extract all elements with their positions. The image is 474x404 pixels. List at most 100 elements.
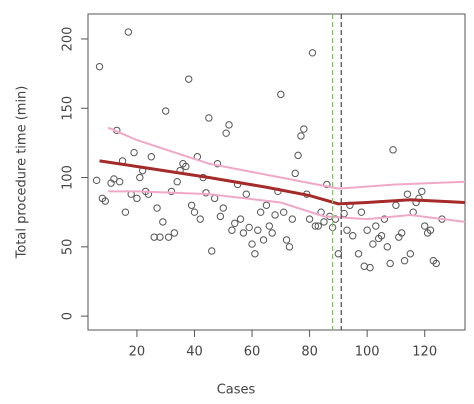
y-axis-label: Total procedure time (min) bbox=[15, 86, 30, 260]
data-point bbox=[285, 243, 294, 251]
y-tick-label: 50 bbox=[61, 239, 76, 256]
data-point bbox=[432, 259, 440, 268]
data-point bbox=[190, 208, 199, 216]
data-point bbox=[136, 173, 144, 182]
data-point bbox=[354, 250, 363, 258]
data-point bbox=[185, 75, 193, 83]
data-point bbox=[159, 218, 167, 226]
data-point bbox=[334, 250, 343, 258]
data-point bbox=[308, 49, 317, 57]
data-point bbox=[92, 176, 101, 185]
data-point bbox=[254, 226, 262, 234]
data-point bbox=[363, 226, 371, 234]
data-point bbox=[133, 194, 141, 203]
data-point bbox=[153, 204, 161, 212]
data-point bbox=[366, 263, 374, 272]
x-tick-label: 20 bbox=[129, 345, 146, 360]
data-point bbox=[291, 169, 299, 178]
data-point bbox=[403, 190, 412, 198]
data-point bbox=[167, 187, 176, 196]
data-point bbox=[305, 215, 314, 223]
data-point bbox=[282, 236, 291, 244]
data-point bbox=[380, 215, 389, 223]
data-point bbox=[213, 159, 222, 168]
data-point bbox=[236, 215, 245, 223]
data-point bbox=[392, 201, 400, 209]
data-point bbox=[406, 250, 415, 258]
data-point bbox=[386, 259, 394, 268]
data-point bbox=[202, 189, 210, 197]
data-point bbox=[164, 233, 173, 241]
data-point bbox=[95, 62, 104, 71]
data-point bbox=[357, 208, 366, 216]
data-point bbox=[265, 222, 274, 230]
data-point bbox=[228, 226, 236, 234]
data-point bbox=[277, 90, 285, 99]
y-tick-label: 100 bbox=[61, 165, 76, 190]
data-point bbox=[156, 233, 164, 241]
data-point bbox=[239, 229, 248, 237]
data-point bbox=[170, 229, 179, 237]
x-axis-label: Cases bbox=[217, 383, 256, 398]
data-point bbox=[147, 153, 156, 161]
data-point bbox=[383, 243, 391, 251]
data-point bbox=[115, 178, 124, 186]
data-point bbox=[389, 146, 397, 154]
x-tick-label: 120 bbox=[412, 345, 437, 360]
data-point bbox=[222, 129, 230, 137]
data-point bbox=[219, 204, 227, 212]
data-point bbox=[271, 211, 279, 219]
data-point bbox=[323, 180, 331, 189]
data-point bbox=[162, 107, 170, 115]
data-point bbox=[121, 208, 130, 216]
data-point bbox=[187, 201, 196, 209]
data-point bbox=[397, 229, 406, 237]
lower-line bbox=[108, 190, 466, 223]
data-point bbox=[101, 197, 109, 205]
data-point bbox=[196, 215, 204, 223]
data-point bbox=[297, 132, 305, 140]
data-point bbox=[262, 201, 271, 209]
data-point bbox=[208, 247, 216, 255]
data-point bbox=[231, 219, 239, 227]
data-point bbox=[182, 162, 190, 171]
data-point bbox=[130, 148, 138, 157]
plot-frame bbox=[87, 13, 466, 331]
data-point bbox=[251, 250, 259, 258]
data-point bbox=[320, 218, 328, 226]
data-point bbox=[259, 236, 268, 244]
x-tick-label: 100 bbox=[355, 345, 380, 360]
data-point bbox=[245, 223, 253, 232]
data-point bbox=[205, 114, 213, 122]
data-point bbox=[400, 257, 409, 265]
x-tick-label: 80 bbox=[301, 345, 318, 360]
data-point bbox=[349, 232, 357, 240]
smooth-line bbox=[99, 159, 466, 206]
data-point bbox=[268, 229, 276, 237]
data-point bbox=[279, 208, 288, 216]
data-point bbox=[110, 175, 118, 183]
data-point bbox=[288, 215, 297, 223]
data-point bbox=[311, 222, 320, 230]
data-point bbox=[300, 125, 308, 133]
y-tick-label: 150 bbox=[61, 96, 76, 121]
data-point bbox=[124, 28, 132, 36]
data-point bbox=[256, 208, 265, 216]
data-point bbox=[418, 187, 426, 196]
data-point bbox=[216, 212, 225, 221]
data-point bbox=[426, 226, 435, 234]
data-point bbox=[242, 190, 250, 198]
x-tick-label: 60 bbox=[244, 345, 261, 360]
data-point bbox=[314, 222, 322, 230]
y-tick-label: 200 bbox=[61, 27, 76, 52]
data-point bbox=[421, 222, 429, 230]
data-point bbox=[331, 215, 340, 223]
data-point bbox=[248, 240, 256, 248]
data-point bbox=[173, 178, 181, 186]
data-point bbox=[150, 233, 158, 241]
y-tick-label: 0 bbox=[61, 312, 76, 320]
data-point bbox=[294, 151, 302, 160]
upper-line bbox=[107, 126, 466, 190]
data-point bbox=[377, 232, 386, 240]
